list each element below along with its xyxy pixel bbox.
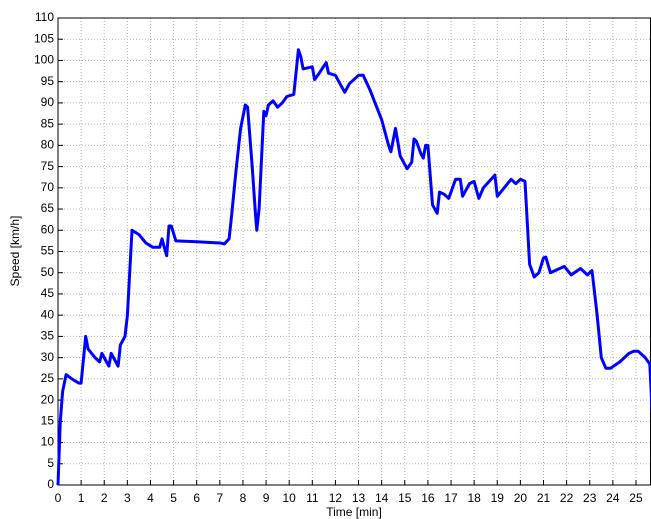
x-tick-label: 2 [101,491,108,505]
x-tick-label: 22 [560,491,574,505]
y-tick-label: 25 [41,371,55,385]
x-axis-label: Time [min] [326,505,382,519]
y-tick-label: 0 [47,477,54,491]
y-tick-label: 80 [41,138,55,152]
x-tick-label: 3 [124,491,131,505]
x-tick-label: 20 [514,491,528,505]
x-tick-label: 19 [491,491,505,505]
y-tick-label: 85 [41,116,55,130]
y-tick-label: 55 [41,244,55,258]
plot-frame [57,17,651,486]
y-tick-label: 95 [41,74,55,88]
y-axis-label: Speed [km/h] [8,216,22,287]
y-tick-label: 5 [47,456,54,470]
x-tick-label: 24 [606,491,620,505]
x-tick-label: 10 [283,491,297,505]
x-tick-label: 7 [216,491,223,505]
y-tick-label: 110 [35,10,54,24]
x-tick-label: 14 [375,491,389,505]
x-tick-label: 6 [193,491,200,505]
x-tick-label: 12 [329,491,343,505]
x-tick-label: 25 [629,491,643,505]
y-tick-label: 60 [41,222,55,236]
y-tick-label: 50 [41,265,55,279]
x-tick-label: 16 [421,491,435,505]
y-tick-label: 100 [34,53,54,67]
x-tick-label: 17 [444,491,458,505]
y-tick-label: 30 [41,350,55,364]
x-tick-label: 21 [537,491,551,505]
x-tick-label: 11 [306,491,319,505]
x-tick-label: 1 [78,491,85,505]
x-tick-label: 0 [55,491,62,505]
y-tick-label: 90 [41,95,55,109]
x-tick-label: 23 [583,491,597,505]
speed-line [56,48,651,486]
x-tick-label: 4 [147,491,154,505]
y-tick-label: 10 [41,435,55,449]
x-tick-label: 9 [263,491,270,505]
x-tick-label: 15 [398,491,412,505]
y-tick-label: 40 [41,307,55,321]
y-tick-label: 20 [41,392,55,406]
x-tick-label: 5 [170,491,177,505]
y-tick-label: 35 [41,329,55,343]
y-tick-label: 105 [34,31,54,45]
y-tick-label: 70 [41,180,55,194]
y-tick-label: 45 [41,286,55,300]
y-tick-label: 75 [41,159,55,173]
x-tick-label: 13 [352,491,366,505]
y-tick-label: 15 [41,413,55,427]
y-tick-label: 65 [41,201,55,215]
x-tick-label: 8 [240,491,247,505]
x-tick-label: 18 [467,491,481,505]
